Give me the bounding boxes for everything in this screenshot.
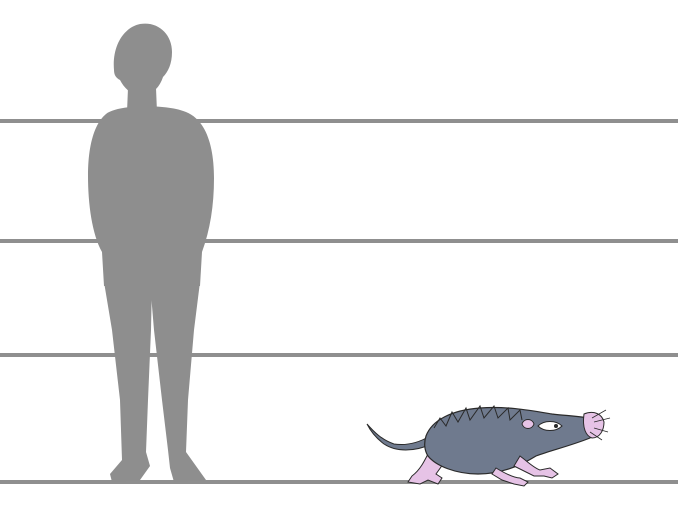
mammal-snout <box>583 411 605 439</box>
mammal-body <box>424 406 600 475</box>
mammal-ear <box>521 419 535 429</box>
mammal-pupil <box>554 424 558 428</box>
mammal-tail <box>366 423 433 451</box>
mammal-front-leg <box>513 455 559 479</box>
mammal-bristles <box>433 404 523 429</box>
mammal-eye <box>537 421 563 431</box>
mammal-front-leg-2 <box>491 467 529 487</box>
human-silhouette <box>88 23 214 482</box>
mammal-whiskers <box>589 409 611 441</box>
mammal-illustration <box>366 404 611 487</box>
